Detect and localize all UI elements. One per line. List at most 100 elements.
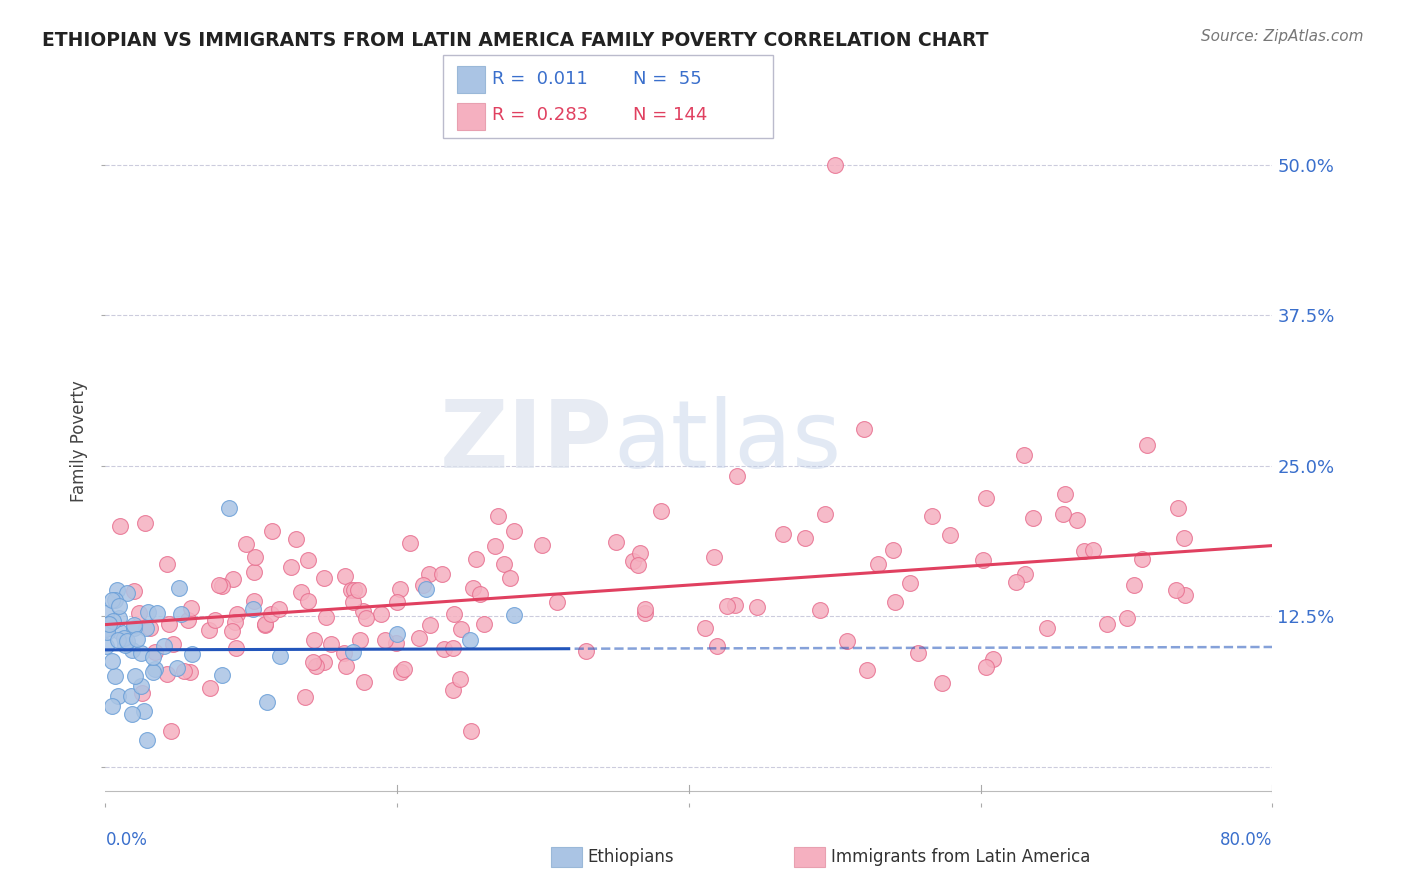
Point bbox=[290, 585, 312, 599]
Point bbox=[115, 633, 138, 648]
Point bbox=[502, 524, 524, 538]
Point bbox=[1036, 621, 1059, 635]
Point bbox=[235, 537, 257, 551]
Point bbox=[333, 646, 356, 660]
Point bbox=[101, 654, 124, 668]
Point bbox=[531, 538, 554, 552]
Point bbox=[124, 621, 146, 635]
Point bbox=[835, 634, 858, 648]
Point bbox=[852, 422, 875, 436]
Point bbox=[335, 658, 357, 673]
Point bbox=[127, 632, 149, 647]
Point bbox=[166, 661, 188, 675]
Point bbox=[134, 705, 156, 719]
Point bbox=[294, 690, 316, 704]
Text: R =  0.283: R = 0.283 bbox=[492, 106, 588, 124]
Point bbox=[430, 566, 453, 581]
Point bbox=[108, 624, 131, 638]
Point bbox=[1130, 552, 1153, 566]
Point bbox=[262, 524, 284, 539]
Point bbox=[1014, 448, 1036, 462]
Text: Source: ZipAtlas.com: Source: ZipAtlas.com bbox=[1201, 29, 1364, 44]
Point bbox=[143, 645, 166, 659]
Point bbox=[142, 649, 165, 664]
Point bbox=[458, 633, 481, 648]
Point bbox=[938, 528, 960, 542]
Point bbox=[981, 651, 1004, 665]
Point bbox=[1167, 501, 1189, 516]
Point bbox=[824, 157, 846, 171]
Point bbox=[104, 668, 127, 682]
Point bbox=[107, 690, 129, 704]
Point bbox=[242, 602, 264, 616]
Text: Immigrants from Latin America: Immigrants from Latin America bbox=[831, 848, 1090, 866]
Point bbox=[415, 582, 437, 596]
Point bbox=[808, 602, 831, 616]
Point bbox=[155, 666, 177, 681]
Point bbox=[450, 623, 472, 637]
Point bbox=[484, 539, 506, 553]
Point bbox=[96, 606, 118, 620]
Point bbox=[343, 582, 366, 597]
Point bbox=[96, 624, 118, 639]
Point bbox=[181, 647, 204, 661]
Point bbox=[114, 638, 136, 652]
Text: 0.0%: 0.0% bbox=[105, 831, 148, 849]
Point bbox=[703, 549, 725, 564]
Point bbox=[370, 607, 392, 621]
Point bbox=[443, 607, 465, 622]
Point bbox=[441, 640, 464, 655]
Point bbox=[921, 508, 943, 523]
Point bbox=[180, 601, 202, 615]
Point bbox=[297, 553, 319, 567]
Point bbox=[256, 695, 278, 709]
Point bbox=[650, 504, 672, 518]
Point bbox=[101, 593, 124, 607]
Point bbox=[142, 665, 165, 680]
Point bbox=[856, 663, 879, 677]
Point bbox=[100, 699, 122, 714]
Text: ETHIOPIAN VS IMMIGRANTS FROM LATIN AMERICA FAMILY POVERTY CORRELATION CHART: ETHIOPIAN VS IMMIGRANTS FROM LATIN AMERI… bbox=[42, 31, 988, 50]
Point bbox=[254, 617, 277, 632]
Point bbox=[98, 616, 121, 631]
Point bbox=[121, 706, 143, 721]
Point bbox=[143, 662, 166, 676]
Point bbox=[374, 632, 396, 647]
Point bbox=[1014, 566, 1036, 581]
Y-axis label: Family Poverty: Family Poverty bbox=[70, 381, 89, 502]
Point bbox=[243, 594, 266, 608]
Point bbox=[621, 553, 644, 567]
Point bbox=[408, 631, 430, 645]
Point bbox=[225, 641, 247, 656]
Point bbox=[1073, 543, 1095, 558]
Point bbox=[162, 636, 184, 650]
Point bbox=[972, 552, 994, 566]
Point bbox=[772, 526, 794, 541]
Point bbox=[108, 518, 131, 533]
Point bbox=[131, 685, 153, 699]
Point bbox=[356, 611, 378, 625]
Point bbox=[352, 604, 374, 618]
Point bbox=[1136, 437, 1159, 451]
Point bbox=[814, 507, 837, 521]
Text: N =  55: N = 55 bbox=[633, 70, 702, 87]
Point bbox=[224, 615, 246, 629]
Point bbox=[706, 639, 728, 653]
Point bbox=[346, 582, 368, 597]
Text: 80.0%: 80.0% bbox=[1220, 831, 1272, 849]
Point bbox=[634, 601, 657, 615]
Point bbox=[974, 491, 997, 505]
Point bbox=[1166, 582, 1188, 597]
Point bbox=[433, 642, 456, 657]
Point bbox=[627, 558, 650, 572]
Point bbox=[793, 531, 815, 545]
Point bbox=[546, 594, 568, 608]
Point bbox=[745, 600, 768, 615]
Point bbox=[170, 607, 193, 621]
Point bbox=[499, 571, 522, 585]
Point bbox=[486, 509, 509, 524]
Point bbox=[470, 587, 492, 601]
Point bbox=[342, 595, 364, 609]
Point bbox=[122, 618, 145, 632]
Point bbox=[284, 532, 307, 546]
